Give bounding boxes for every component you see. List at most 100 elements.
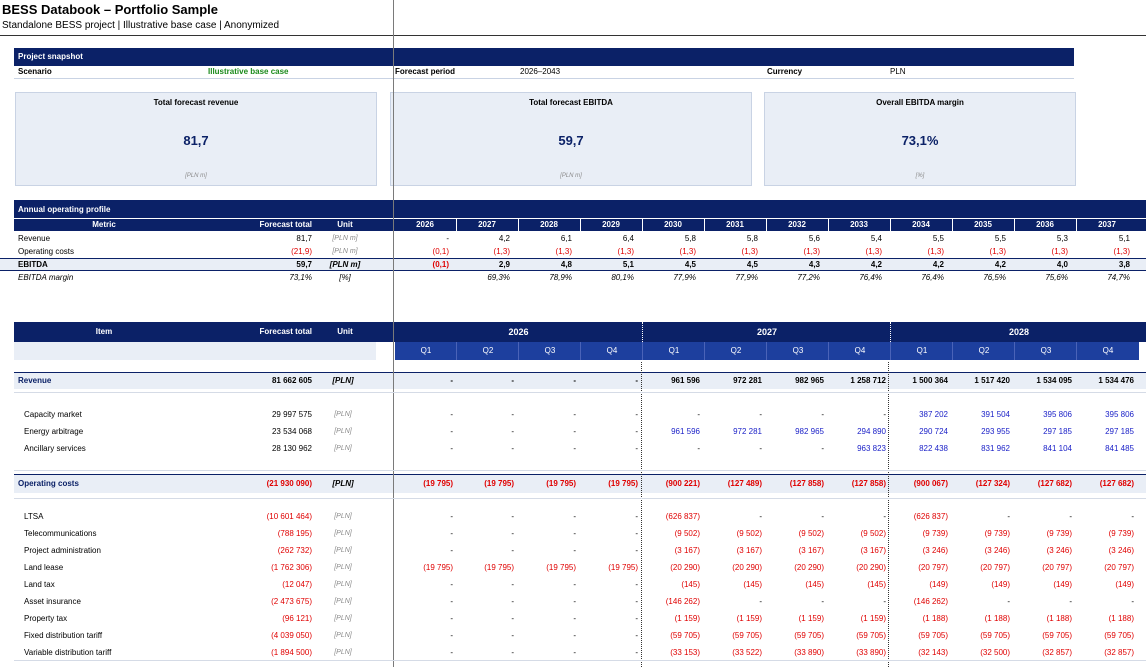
- annual-value-cell: 4,5: [746, 260, 758, 269]
- annual-value-cell: 5,4: [870, 234, 882, 243]
- annual-row-total: (21,9): [291, 247, 312, 256]
- annual-value-cell: (0,1): [432, 247, 449, 256]
- quarterly-row-total: (96 121): [282, 614, 312, 623]
- quarterly-value-cell: (33 890): [856, 648, 886, 657]
- quarterly-value-cell: -: [635, 631, 638, 640]
- quarterly-value-cell: (3 167): [736, 546, 762, 555]
- annual-value-cell: (1,3): [617, 247, 634, 256]
- kpi-title: Total forecast EBITDA: [529, 98, 613, 107]
- quarterly-value-cell: -: [450, 410, 453, 419]
- quarterly-value-cell: -: [511, 512, 514, 521]
- revenue-line-row: Ancillary services 28 130 962 [PLN] - - - - - - -…: [0, 440, 1146, 457]
- snapshot-header: Project snapshot: [14, 48, 1074, 66]
- quarterly-row-unit: [PLN]: [334, 581, 352, 588]
- kpi-card-margin: Overall EBITDA margin 73,1% [%]: [764, 92, 1076, 186]
- kpi-title: Overall EBITDA margin: [876, 98, 964, 107]
- quarterly-value-cell: (146 262): [665, 597, 700, 606]
- quarterly-value-cell: -: [573, 529, 576, 538]
- annual-value-cell: 4,8: [560, 260, 572, 269]
- annual-value-cell: 77,2%: [797, 273, 820, 282]
- annual-value-cell: (0,1): [432, 260, 449, 269]
- quarterly-value-cell: (3 167): [798, 546, 824, 555]
- kpi-unit: [PLN m]: [560, 173, 582, 179]
- quarterly-value-cell: 297 185: [1105, 427, 1134, 436]
- annual-row: Revenue 81,7 [PLN m] - 4,2 6,1 6,4 5,8 5,8 5,6 5,4…: [0, 232, 1146, 245]
- col-forecast-total: Forecast total: [259, 220, 312, 229]
- quarterly-value-cell: (900 067): [913, 479, 948, 488]
- quarterly-value-cell: (33 153): [670, 648, 700, 657]
- annual-value-cell: 80,1%: [611, 273, 634, 282]
- quarterly-row-unit: [PLN]: [334, 632, 352, 639]
- quarterly-quarter-header: Q1: [395, 342, 457, 360]
- quarterly-value-cell: 831 962: [981, 444, 1010, 453]
- quarterly-value-cell: (145): [867, 580, 886, 589]
- quarterly-value-cell: -: [573, 376, 576, 385]
- quarterly-value-cell: -: [511, 427, 514, 436]
- quarterly-value-cell: -: [450, 614, 453, 623]
- quarterly-value-cell: (59 705): [1042, 631, 1072, 640]
- quarterly-value-cell: -: [759, 597, 762, 606]
- quarterly-quarter-header: Q4: [1076, 342, 1139, 360]
- annual-value-cell: 75,6%: [1045, 273, 1068, 282]
- annual-value-cell: 78,9%: [549, 273, 572, 282]
- quarterly-row-total: 28 130 962: [271, 444, 312, 453]
- quarterly-value-cell: (33 890): [794, 648, 824, 657]
- quarterly-quarter-header: Q3: [518, 342, 581, 360]
- annual-row-label: EBITDA margin: [18, 273, 74, 282]
- quarterly-value-cell: -: [450, 648, 453, 657]
- snapshot-divider: [14, 78, 1074, 79]
- quarterly-value-cell: 1 517 420: [974, 376, 1010, 385]
- quarterly-row-unit: [PLN]: [332, 479, 354, 488]
- quarterly-value-cell: -: [821, 597, 824, 606]
- quarterly-row-unit: [PLN]: [334, 615, 352, 622]
- quarterly-value-cell: 1 500 364: [912, 376, 948, 385]
- quarterly-value-cell: (127 489): [727, 479, 762, 488]
- annual-row: Operating costs (21,9) [PLN m] (0,1) (1,3) (1…: [0, 245, 1146, 258]
- quarterly-value-cell: 297 185: [1043, 427, 1072, 436]
- quarterly-value-cell: 982 965: [795, 376, 824, 385]
- annual-value-cell: (1,3): [803, 247, 820, 256]
- quarterly-value-cell: 1 258 712: [850, 376, 886, 385]
- quarterly-value-cell: -: [511, 648, 514, 657]
- annual-row-label: Revenue: [18, 234, 51, 243]
- quarterly-row-unit: [PLN]: [334, 649, 352, 656]
- quarterly-value-cell: (32 857): [1042, 648, 1072, 657]
- quarterly-value-cell: 1 534 476: [1098, 376, 1134, 385]
- annual-year-header: 2031: [704, 219, 765, 231]
- quarterly-quarter-header: Q1: [890, 342, 953, 360]
- annual-row: EBITDA 59,7 [PLN m] (0,1) 2,9 4,8 5,1 4,5 4,5 4,3…: [0, 258, 1146, 271]
- quarterly-value-cell: 961 596: [671, 427, 700, 436]
- currency-value: PLN: [890, 67, 906, 76]
- kpi-unit: [%]: [915, 173, 925, 179]
- quarterly-value-cell: (19 795): [423, 563, 453, 572]
- row-separator: [14, 498, 1146, 499]
- quarterly-value-cell: -: [511, 614, 514, 623]
- annual-year-header: 2032: [766, 219, 827, 231]
- quarterly-value-cell: (1 159): [860, 614, 886, 623]
- annual-value-cell: 5,8: [684, 234, 696, 243]
- quarterly-row-total: (4 039 050): [271, 631, 312, 640]
- annual-year-header: 2030: [642, 219, 703, 231]
- quarterly-value-cell: (1 188): [1108, 614, 1134, 623]
- quarterly-value-cell: -: [573, 512, 576, 521]
- title-divider: [0, 35, 1146, 36]
- annual-value-cell: 5,5: [932, 234, 944, 243]
- quarterly-value-cell: 290 724: [919, 427, 948, 436]
- annual-value-cell: 4,5: [684, 260, 696, 269]
- quarterly-row-unit: [PLN]: [334, 564, 352, 571]
- quarterly-row-label: Property tax: [24, 614, 68, 623]
- annual-value-cell: 5,1: [622, 260, 634, 269]
- opex-line-row: Variable distribution tariff (1 894 500) […: [0, 644, 1146, 661]
- quarterly-quarter-header: Q4: [580, 342, 643, 360]
- kpi-value: 81,7: [183, 133, 209, 148]
- annual-value-cell: 4,3: [808, 260, 820, 269]
- annual-value-cell: 4,2: [870, 260, 882, 269]
- quarterly-quarter-header: Q4: [828, 342, 891, 360]
- quarterly-row-unit: [PLN]: [332, 376, 354, 385]
- quarterly-value-cell: (9 739): [922, 529, 948, 538]
- annual-year-header: 2035: [952, 219, 1013, 231]
- quarterly-value-cell: (20 290): [794, 563, 824, 572]
- quarterly-value-cell: -: [450, 512, 453, 521]
- quarterly-value-cell: (3 167): [860, 546, 886, 555]
- quarterly-value-cell: (3 246): [984, 546, 1010, 555]
